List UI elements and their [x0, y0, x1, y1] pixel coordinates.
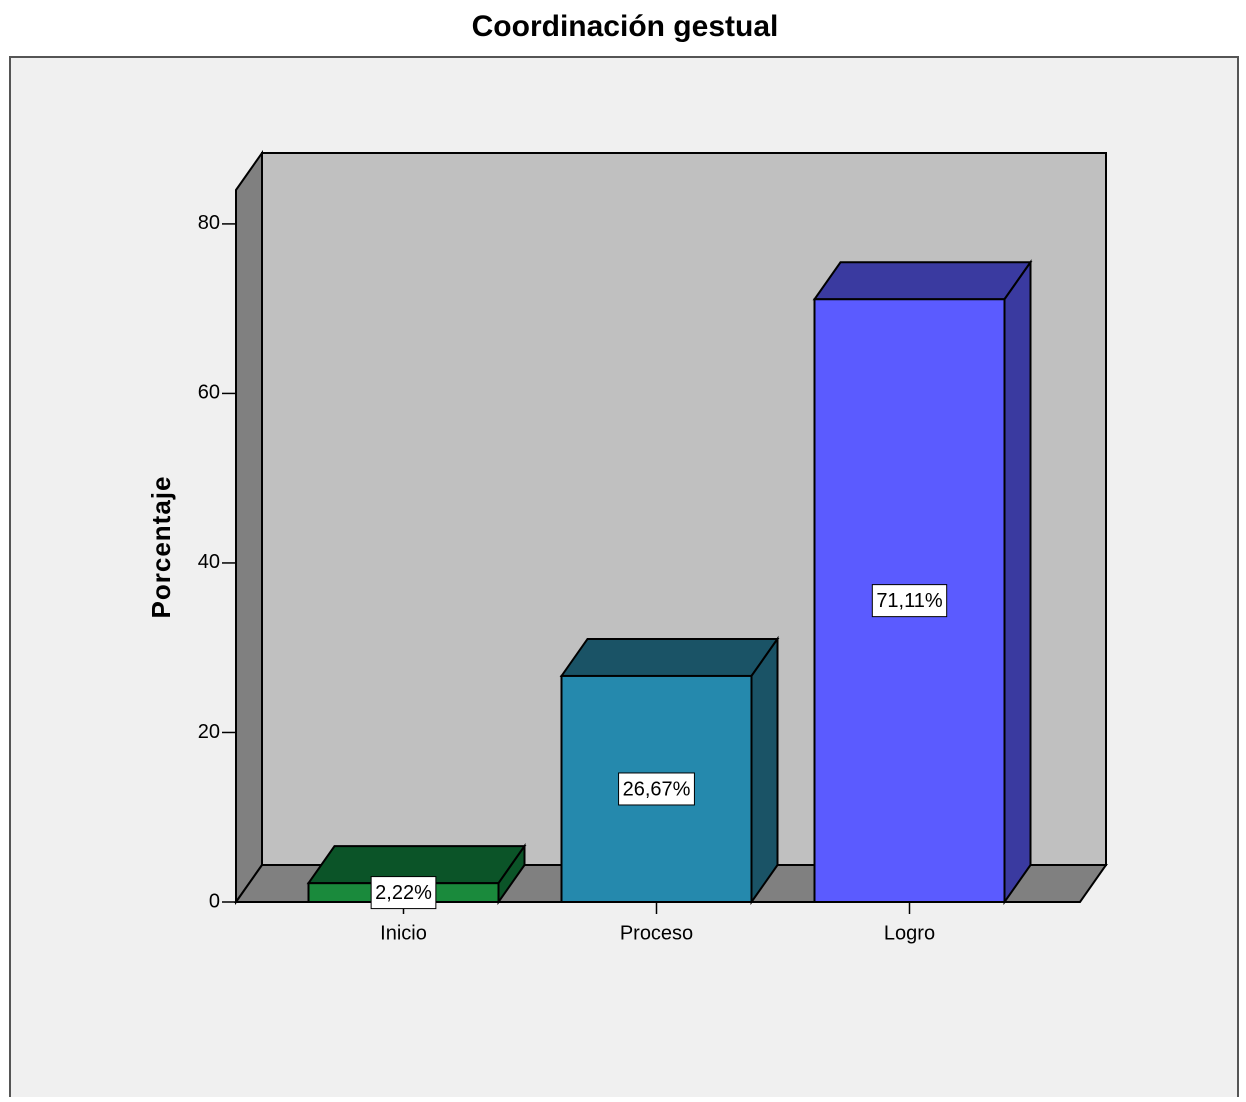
- y-tick-label: 40: [198, 551, 220, 573]
- value-label: 2,22%: [375, 882, 432, 904]
- left-wall: [235, 149, 263, 906]
- bar-side: [750, 635, 779, 906]
- bar-top: [559, 637, 780, 677]
- bar-top: [812, 261, 1033, 301]
- chart-title: Coordinación gestual: [472, 10, 779, 43]
- x-tick-label: Proceso: [620, 922, 693, 944]
- x-tick-label: Inicio: [380, 922, 427, 944]
- value-label-box: [370, 876, 437, 910]
- y-axis-label: Porcentaje: [146, 476, 176, 619]
- x-tick-label: Logro: [884, 922, 935, 944]
- value-label: 26,67%: [623, 778, 691, 800]
- value-label-box: [618, 772, 695, 806]
- value-label-box: [871, 584, 948, 618]
- y-tick-label: 20: [198, 721, 220, 743]
- y-tick-label: 80: [198, 212, 220, 234]
- y-tick-label: 60: [198, 382, 220, 404]
- value-label: 71,11%: [876, 590, 943, 612]
- y-tick-label: 0: [209, 890, 220, 912]
- bar-side: [1003, 259, 1032, 906]
